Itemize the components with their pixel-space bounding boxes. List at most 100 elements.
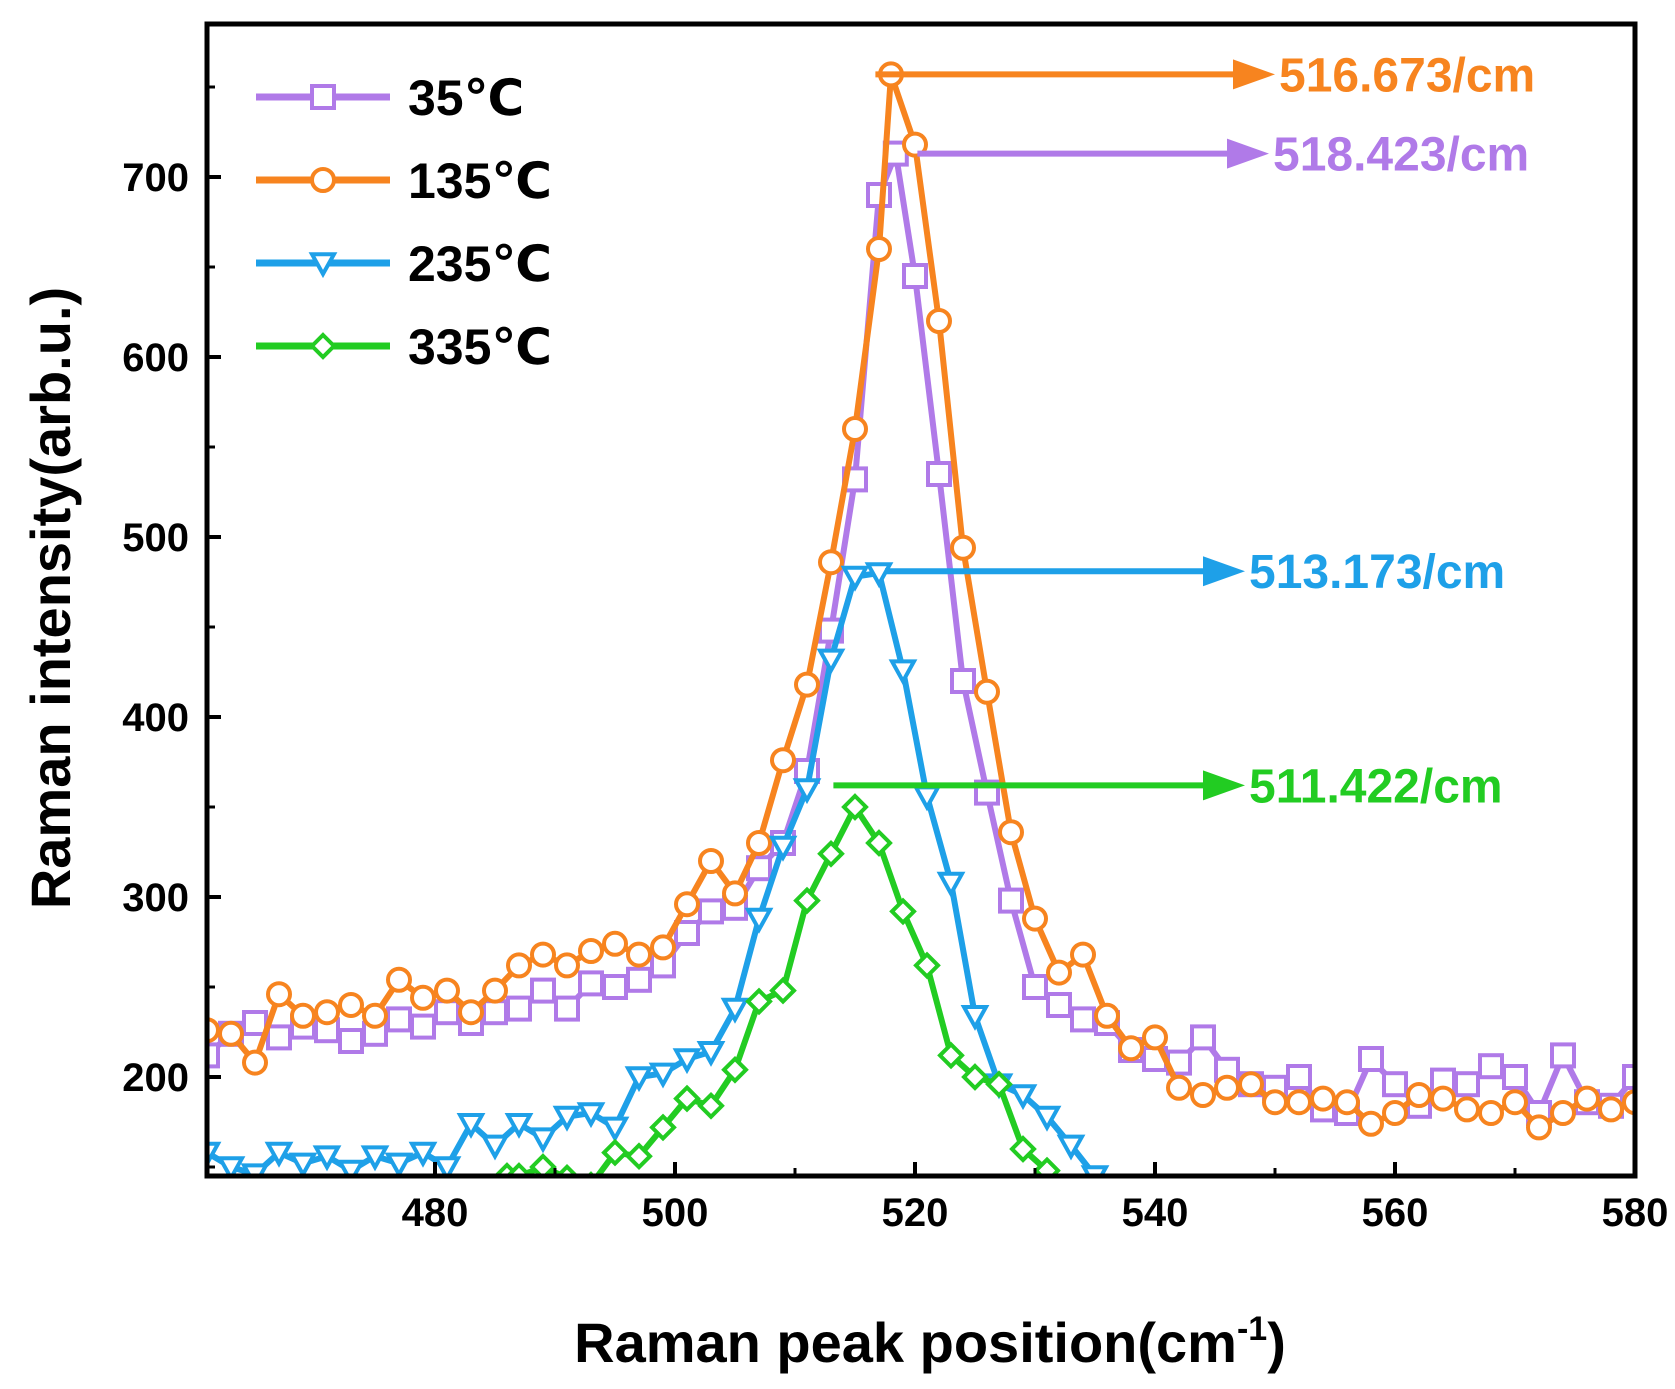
data-point [207,1141,222,1168]
y-tick-label: 600 [122,336,189,380]
data-point [888,659,918,686]
annotation-label: 511.422/cm [1249,760,1503,813]
data-point [998,819,1024,846]
data-point [624,1066,654,1093]
data-point [912,785,942,812]
data-point [264,1141,294,1168]
x-tick-label: 580 [1602,1191,1669,1235]
series-2 [207,562,1110,1176]
data-point [1046,959,1072,986]
data-point [578,938,604,964]
data-point [817,839,845,868]
data-point [902,131,928,158]
data-point [950,668,976,694]
data-point [528,1127,558,1154]
data-point [744,907,774,934]
data-point [793,886,821,915]
data-point [386,1006,412,1033]
legend-swatch-marker [309,332,337,360]
series-line [207,71,1635,1131]
data-point [1406,1082,1432,1108]
data-point [1622,1064,1635,1090]
data-point [1502,1089,1528,1116]
y-tick-label: 200 [122,1056,189,1100]
data-point [770,747,796,774]
data-point [974,678,1000,705]
data-point [866,236,892,262]
data-point [961,1063,989,1091]
data-point [266,1024,292,1051]
data-point [242,1049,268,1076]
data-point [314,999,340,1026]
data-point [1056,1134,1086,1161]
data-point [696,1041,726,1067]
data-point [902,263,928,289]
data-point [673,1084,701,1113]
data-point [216,1156,246,1176]
data-point [456,1113,486,1139]
data-point [554,952,580,979]
legend-item-2: 235℃ [256,236,552,292]
data-point [769,976,797,1005]
data-point [1008,1084,1038,1111]
data-point [1094,1002,1120,1029]
data-point [480,1134,510,1161]
data-point [866,182,892,208]
legend-item-0: 35℃ [256,70,524,126]
data-point [1022,905,1048,932]
data-point [312,1145,342,1172]
data-point [290,1002,316,1029]
data-point [288,1152,318,1176]
data-point [950,534,976,561]
data-point [1190,1024,1216,1051]
data-point [937,1041,965,1070]
data-point [338,1028,364,1054]
legend-swatch-marker [308,252,338,279]
y-tick-label: 300 [122,876,189,920]
data-point [1022,974,1048,1000]
data-point [674,891,700,918]
data-point [1358,1110,1384,1137]
data-point [626,966,652,993]
legend-item-1: 135℃ [256,153,552,209]
data-point [1142,1024,1168,1051]
data-point [434,977,460,1004]
data-point [360,1145,390,1172]
data-point [530,941,556,968]
data-point [722,880,748,907]
data-point [1069,1174,1073,1176]
data-point [697,1091,725,1120]
data-point [1478,1053,1504,1080]
data-point [625,1142,653,1171]
data-point [889,897,917,926]
data-point [1502,1064,1528,1090]
data-point [578,970,604,997]
data-point [816,648,846,675]
data-point [1430,1085,1456,1112]
data-point [218,1020,244,1047]
peak-annotation-1: 518.423/cm [917,129,1529,182]
series-1 [207,61,1635,1141]
data-point [601,1138,629,1167]
data-point [674,920,700,946]
peak-annotation-2: 513.173/cm [885,546,1505,599]
data-point [720,997,750,1024]
data-point [434,999,460,1026]
data-point [1382,1100,1408,1126]
legend-label: 335℃ [408,319,552,375]
data-point [386,966,412,993]
data-point [1526,1114,1552,1141]
x-tick-label: 500 [642,1191,709,1235]
legend-label: 35℃ [408,70,524,126]
data-point [649,1113,677,1142]
annotation-arrow-head [1203,556,1245,587]
data-point [1382,1071,1408,1098]
legend: 35℃ 135℃ 235℃ 335℃ [256,70,552,375]
data-point [506,952,532,979]
data-point [841,793,869,821]
y-tick-label: 500 [122,516,189,560]
data-point [792,778,822,805]
legend-label: 235℃ [408,236,552,292]
data-point [207,1017,220,1044]
